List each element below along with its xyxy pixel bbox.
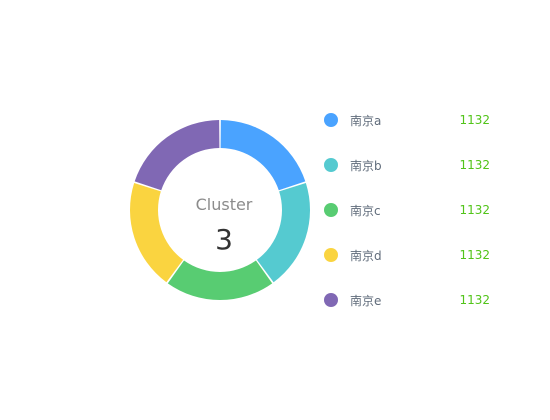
- legend-swatch: [324, 203, 338, 217]
- center-label: Cluster: [196, 195, 253, 214]
- donut-slice-d[interactable]: [129, 183, 184, 283]
- donut-slices: [129, 120, 311, 301]
- legend-value: 1132: [459, 248, 490, 262]
- legend-item-e[interactable]: 南京e 1132: [324, 291, 494, 309]
- legend-label: 南京a: [350, 113, 382, 128]
- legend-label: 南京c: [350, 203, 381, 218]
- donut-slice-a[interactable]: [220, 120, 306, 191]
- donut-slice-e[interactable]: [134, 120, 220, 191]
- legend-swatch: [324, 248, 338, 262]
- legend-label: 南京e: [350, 293, 382, 308]
- legend-swatch: [324, 113, 338, 127]
- legend-swatch: [324, 293, 338, 307]
- legend-item-b[interactable]: 南京b 1132: [324, 156, 494, 174]
- legend-label: 南京b: [350, 158, 382, 173]
- donut-slice-b[interactable]: [256, 183, 311, 283]
- center-value: 3: [215, 223, 233, 256]
- legend-label: 南京d: [350, 248, 382, 263]
- legend-item-d[interactable]: 南京d 1132: [324, 246, 494, 264]
- legend-value: 1132: [459, 113, 490, 127]
- legend-item-c[interactable]: 南京c 1132: [324, 201, 494, 219]
- legend-item-a[interactable]: 南京a 1132: [324, 111, 494, 129]
- legend-value: 1132: [459, 203, 490, 217]
- legend-value: 1132: [459, 293, 490, 307]
- legend-value: 1132: [459, 158, 490, 172]
- legend-swatch: [324, 158, 338, 172]
- donut-slice-c[interactable]: [167, 260, 273, 301]
